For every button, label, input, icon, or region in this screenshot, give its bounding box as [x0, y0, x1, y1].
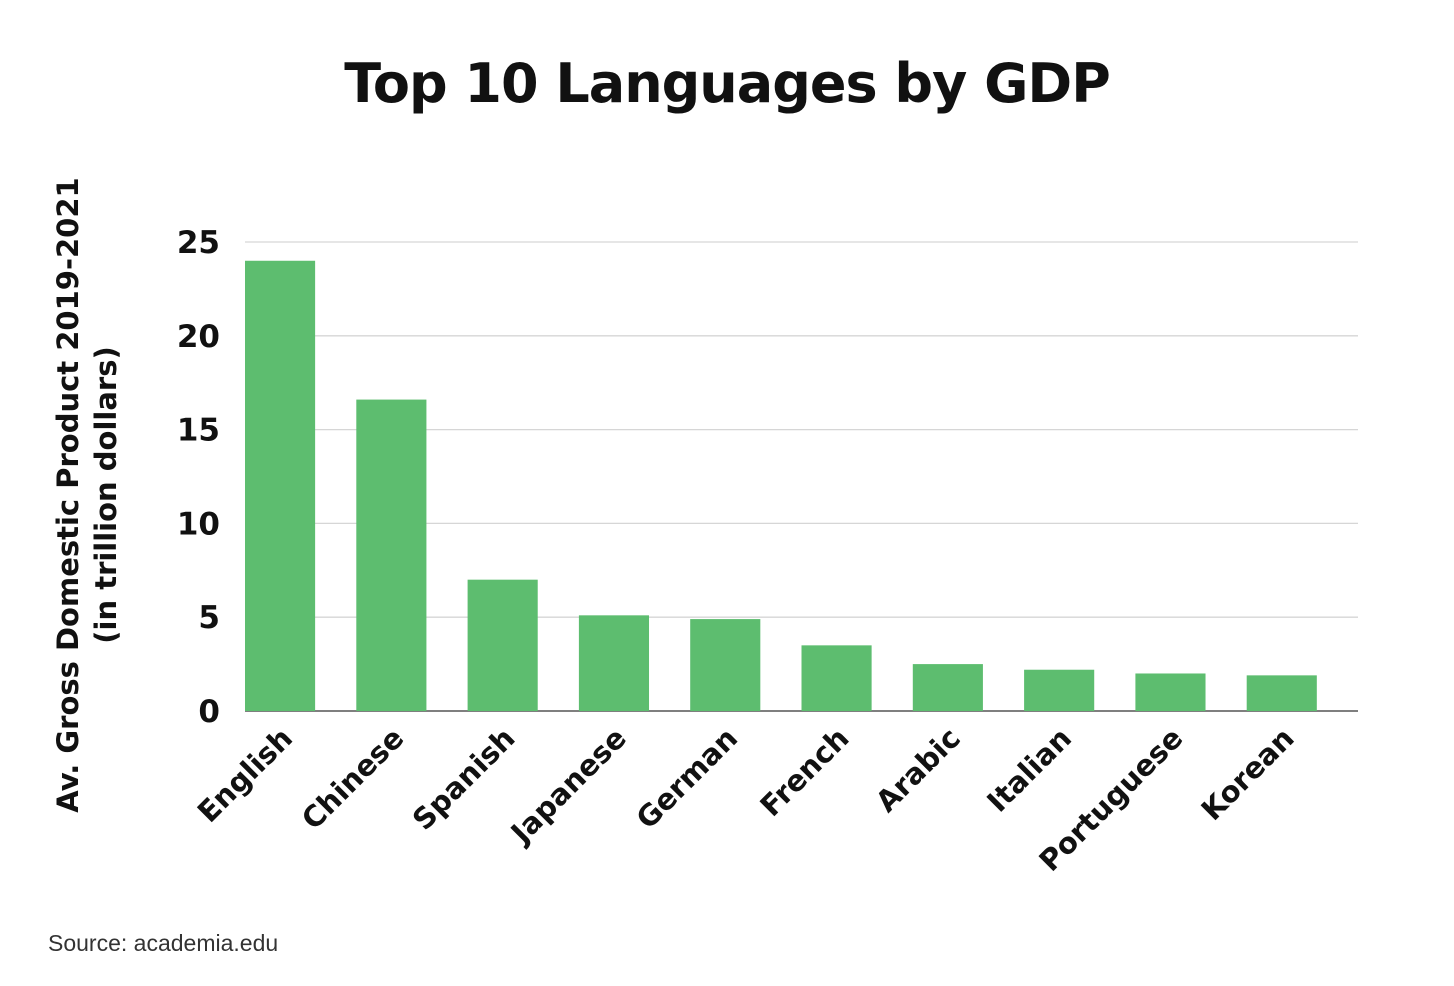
- chart-title: Top 10 Languages by GDP: [344, 52, 1111, 115]
- bar-english: [245, 260, 316, 711]
- x-tick-label: Arabic: [869, 721, 967, 819]
- bar-italian: [1024, 669, 1095, 711]
- x-tick-label: Korean: [1195, 721, 1301, 827]
- source-note: Source: academia.edu: [48, 930, 279, 956]
- y-tick-label: 5: [198, 600, 220, 636]
- y-tick-label: 0: [198, 694, 220, 730]
- y-tick-label: 20: [177, 319, 220, 355]
- bar-chinese: [356, 399, 427, 711]
- gridlines: [245, 241, 1358, 712]
- x-tick-label: Spanish: [406, 721, 522, 837]
- bar-french: [801, 645, 872, 711]
- x-tick-label: Japanese: [503, 721, 633, 851]
- y-axis-label: Av. Gross Domestic Product 2019-2021: [51, 177, 85, 812]
- x-tick-label: French: [753, 721, 855, 823]
- y-tick-labels: 0 5 10 15 20 25: [177, 225, 220, 730]
- y-tick-label: 15: [177, 413, 220, 449]
- x-tick-label: Chinese: [295, 721, 410, 836]
- bar-german: [690, 619, 761, 711]
- bar-korean: [1246, 675, 1317, 711]
- bar-japanese: [578, 615, 650, 711]
- y-tick-label: 10: [177, 506, 220, 542]
- x-tick-label: German: [630, 721, 745, 836]
- x-tick-label: English: [191, 721, 299, 829]
- bar-portuguese: [1135, 673, 1206, 711]
- y-tick-label: 25: [177, 225, 220, 261]
- x-tick-label: Italian: [980, 721, 1078, 819]
- bars: [245, 260, 1317, 711]
- bar-spanish: [467, 579, 538, 711]
- y-axis-label-units: (in trillion dollars): [89, 346, 123, 643]
- bar-arabic: [912, 664, 983, 711]
